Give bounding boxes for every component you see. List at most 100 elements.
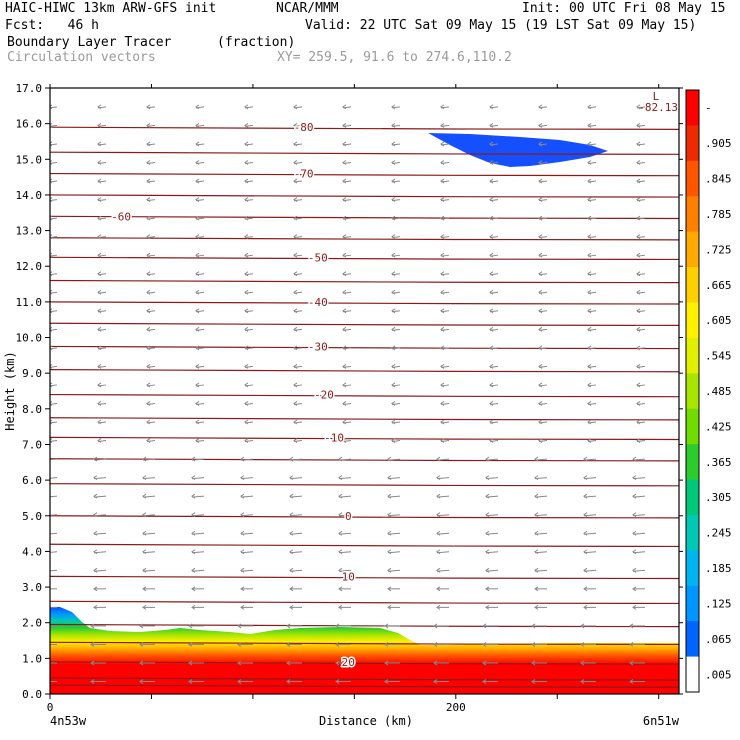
vector-head: [440, 271, 445, 277]
vector-head: [50, 326, 53, 332]
y-tick-label: 1.0: [22, 652, 42, 665]
vector-head: [636, 160, 641, 165]
isotherm-label: -80: [294, 121, 314, 134]
y-tick-label: 2.0: [22, 617, 42, 630]
vector-head: [97, 215, 102, 221]
y-tick-label: 3.0: [22, 581, 42, 594]
vector-head: [93, 512, 98, 518]
vector-head: [342, 160, 347, 165]
vector-head: [632, 475, 637, 481]
vector-head: [338, 456, 343, 462]
vector-head: [391, 401, 396, 406]
vector-head: [293, 104, 298, 110]
isotherm-label: -60: [111, 210, 131, 223]
vector-head: [97, 178, 102, 184]
vector-head: [289, 456, 294, 462]
vector-head: [50, 123, 53, 128]
vector-head: [50, 382, 53, 388]
vector-head: [293, 382, 298, 388]
vector-head: [146, 419, 151, 425]
vector-head: [45, 568, 48, 572]
vector-head: [538, 345, 543, 351]
vector-head: [587, 345, 592, 351]
vector-head: [338, 604, 343, 610]
vector-head: [482, 679, 487, 684]
x-axis-title: Distance (km): [319, 714, 413, 728]
plot-frame: [49, 87, 680, 695]
vector-head: [391, 363, 396, 369]
vector-head: [436, 549, 441, 555]
x-tick-label: 200: [446, 701, 466, 714]
vector-head: [244, 215, 249, 221]
isotherm-label: -20: [314, 389, 334, 402]
vector-head: [587, 326, 592, 332]
vector-head: [587, 438, 592, 443]
vector-head: [636, 123, 641, 128]
vector-head: [90, 623, 95, 629]
vector-head: [489, 234, 494, 240]
y-tick-label: 13.0: [16, 225, 43, 238]
vector-head: [440, 382, 445, 388]
vector-head: [93, 567, 98, 573]
vector-head: [338, 567, 343, 573]
vector-head: [583, 475, 588, 481]
vector-head: [50, 401, 53, 406]
vector-head: [293, 419, 298, 425]
vector-head: [240, 512, 245, 518]
vector-head: [142, 512, 147, 518]
vector-head: [293, 289, 298, 295]
vector-head: [538, 234, 543, 240]
vector-head: [195, 363, 200, 369]
isotherm-line: [50, 483, 679, 487]
vector-head: [580, 679, 585, 684]
vector-head: [244, 363, 249, 369]
vector-head: [629, 679, 634, 684]
vector-head: [289, 567, 294, 573]
vector-head: [93, 604, 98, 610]
field-name: Boundary Layer Tracer: [7, 35, 172, 50]
vector-head: [195, 308, 200, 314]
vector-head: [538, 382, 543, 388]
vector-head: [240, 549, 245, 555]
vector-head: [338, 549, 343, 555]
y-tick-label: 15.0: [16, 153, 43, 166]
vector-head: [237, 642, 242, 647]
isotherm-line: [50, 215, 679, 220]
vector-head: [636, 419, 641, 425]
vector-head: [244, 141, 249, 147]
vector-head: [436, 475, 441, 481]
vector-head: [191, 475, 196, 481]
vector-head: [587, 178, 592, 184]
x-right-endpoint: 6n51w: [643, 714, 680, 728]
vector-head: [240, 456, 245, 462]
isotherm-line: [50, 661, 679, 665]
vector-head: [538, 363, 543, 369]
vector-head: [289, 549, 294, 555]
vector-head: [90, 642, 95, 647]
colorbar-label: .485: [705, 385, 732, 398]
vector-head: [485, 586, 490, 592]
vector-head: [191, 493, 196, 499]
colorbar-label: .305: [705, 491, 732, 504]
vector-head: [632, 586, 637, 592]
vector-head: [45, 494, 48, 498]
vector-head: [293, 401, 298, 406]
vector-head: [97, 345, 102, 351]
vector-head: [191, 567, 196, 573]
vector-head: [244, 178, 249, 184]
isotherm-line: [50, 436, 679, 441]
vector-head: [391, 160, 396, 165]
vector-head: [97, 419, 102, 425]
vector-head: [440, 438, 445, 443]
circulation-vector: [50, 569, 58, 572]
vector-head: [293, 271, 298, 277]
y-axis-title: Height (km): [3, 351, 17, 430]
vector-head: [636, 141, 641, 147]
vector-head: [97, 289, 102, 295]
vector-head: [387, 567, 392, 573]
vector-head: [632, 567, 637, 573]
vector-head: [580, 660, 585, 666]
isotherm-line: [50, 256, 679, 261]
colorbar-label: .725: [705, 243, 732, 256]
colorbar-label: .425: [705, 420, 732, 433]
